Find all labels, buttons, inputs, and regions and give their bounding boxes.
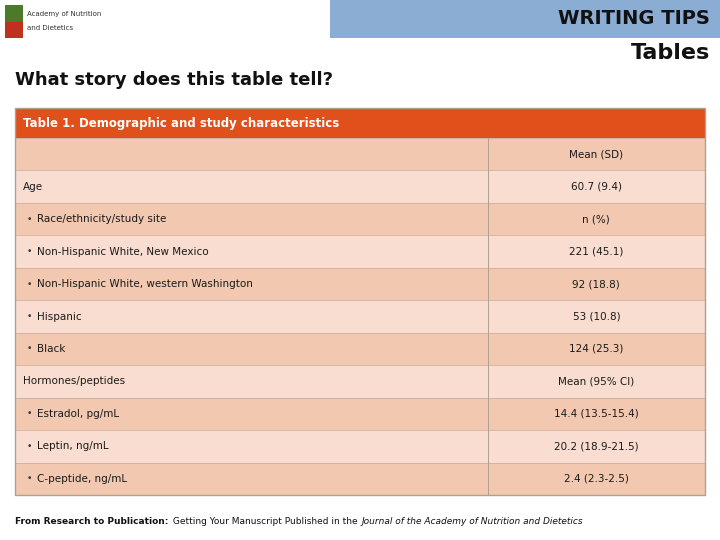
- Text: 92 (18.8): 92 (18.8): [572, 279, 620, 289]
- Text: •: •: [27, 474, 32, 483]
- Text: Mean (SD): Mean (SD): [570, 149, 624, 159]
- Text: •: •: [27, 247, 32, 256]
- Text: 2.4 (2.3-2.5): 2.4 (2.3-2.5): [564, 474, 629, 484]
- Bar: [330, 0, 720, 38]
- Text: Non-Hispanic White, New Mexico: Non-Hispanic White, New Mexico: [37, 247, 209, 256]
- Bar: [487, 365, 705, 397]
- Text: Mean (95% CI): Mean (95% CI): [558, 376, 634, 387]
- Text: 221 (45.1): 221 (45.1): [569, 247, 624, 256]
- Text: WRITING TIPS: WRITING TIPS: [558, 10, 710, 29]
- Bar: [487, 333, 705, 365]
- Text: Hispanic: Hispanic: [37, 312, 81, 321]
- Text: n (%): n (%): [582, 214, 611, 224]
- Bar: [15, 203, 487, 235]
- Bar: [15, 430, 487, 463]
- Text: •: •: [27, 409, 32, 418]
- Text: From Research to Publication:: From Research to Publication:: [15, 517, 168, 526]
- Text: 20.2 (18.9-21.5): 20.2 (18.9-21.5): [554, 441, 639, 451]
- Text: Tables: Tables: [631, 43, 710, 63]
- Text: Race/ethnicity/study site: Race/ethnicity/study site: [37, 214, 166, 224]
- Bar: [487, 463, 705, 495]
- Bar: [487, 235, 705, 268]
- Bar: [487, 397, 705, 430]
- Text: 53 (10.8): 53 (10.8): [572, 312, 620, 321]
- Bar: [15, 397, 487, 430]
- Text: Black: Black: [37, 344, 66, 354]
- Text: •: •: [27, 345, 32, 354]
- Bar: [487, 268, 705, 300]
- Bar: [5, 22, 23, 38]
- Text: Non-Hispanic White, western Washington: Non-Hispanic White, western Washington: [37, 279, 253, 289]
- Text: Age: Age: [23, 181, 43, 192]
- Bar: [15, 300, 487, 333]
- Text: Leptin, ng/mL: Leptin, ng/mL: [37, 441, 109, 451]
- Bar: [15, 268, 487, 300]
- Text: •: •: [27, 214, 32, 224]
- Text: Academy of Nutrition: Academy of Nutrition: [27, 11, 102, 17]
- Bar: [487, 300, 705, 333]
- Text: Estradol, pg/mL: Estradol, pg/mL: [37, 409, 119, 419]
- Bar: [15, 138, 487, 171]
- Bar: [15, 333, 487, 365]
- Text: •: •: [27, 280, 32, 288]
- Text: •: •: [27, 442, 32, 451]
- Text: Hormones/peptides: Hormones/peptides: [23, 376, 125, 387]
- Text: Getting Your Manuscript Published in the: Getting Your Manuscript Published in the: [171, 517, 361, 526]
- Bar: [15, 108, 705, 138]
- Text: 124 (25.3): 124 (25.3): [569, 344, 624, 354]
- Bar: [487, 171, 705, 203]
- Bar: [15, 108, 705, 495]
- Bar: [487, 430, 705, 463]
- Bar: [487, 138, 705, 171]
- Text: Table 1. Demographic and study characteristics: Table 1. Demographic and study character…: [23, 117, 339, 130]
- Text: and Dietetics: and Dietetics: [27, 25, 73, 31]
- Text: 14.4 (13.5-15.4): 14.4 (13.5-15.4): [554, 409, 639, 419]
- Bar: [15, 365, 487, 397]
- Text: 60.7 (9.4): 60.7 (9.4): [571, 181, 622, 192]
- Bar: [15, 235, 487, 268]
- Bar: [15, 171, 487, 203]
- Text: Journal of the Academy of Nutrition and Dietetics: Journal of the Academy of Nutrition and …: [362, 517, 583, 526]
- Bar: [487, 203, 705, 235]
- Bar: [15, 463, 487, 495]
- Text: C-peptide, ng/mL: C-peptide, ng/mL: [37, 474, 127, 484]
- Bar: [5, 5, 23, 22]
- Text: •: •: [27, 312, 32, 321]
- Text: What story does this table tell?: What story does this table tell?: [15, 71, 333, 89]
